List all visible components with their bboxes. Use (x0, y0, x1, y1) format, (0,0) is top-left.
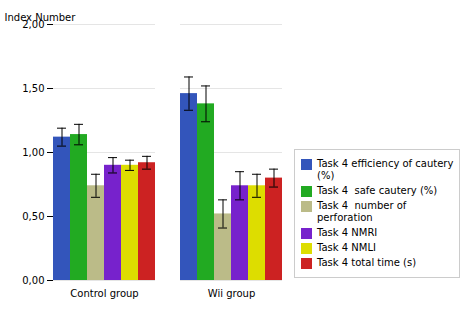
svg-text:Index Number: Index Number (5, 12, 77, 23)
html-text:Task 4 efficiency of cautery (: Task 4 efficiency of cautery (%) (317, 158, 454, 181)
svg-text:Control group: Control group (70, 288, 138, 299)
html-text:Task 4 total time (s): Task 4 total time (s) (317, 257, 417, 268)
html-text:Task 4 NMRI: Task 4 NMRI (317, 227, 378, 238)
svg-text:1,00: 1,00 (22, 147, 44, 158)
svg-text:1,50: 1,50 (22, 83, 44, 94)
svg-text:0,00: 0,00 (22, 275, 44, 286)
html-text:Task 4 number of perforation: Task 4 number of perforation (317, 200, 407, 223)
svg-text:2,00: 2,00 (22, 18, 45, 30)
svg-text:Wii group: Wii group (208, 288, 255, 299)
html-text:Task 4 safe cautery (%): Task 4 safe cautery (%) (317, 185, 438, 196)
svg-text:0,50: 0,50 (22, 211, 44, 222)
html-text:Task 4 NMLI: Task 4 NMLI (317, 242, 376, 253)
